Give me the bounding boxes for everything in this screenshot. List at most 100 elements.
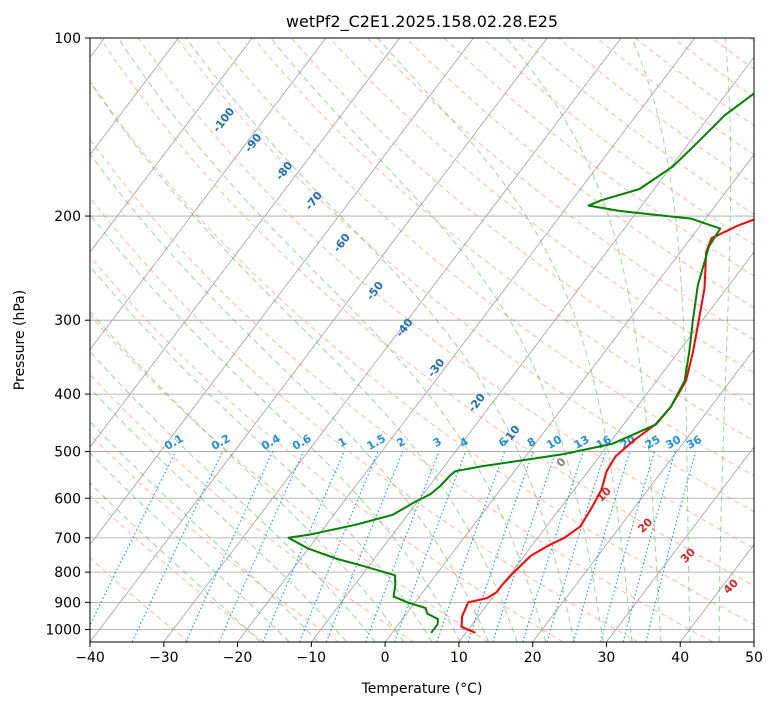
dry-adiabat-label: -30 [425,356,448,380]
y-tick-label: 800 [54,565,81,581]
dry-adiabat-line [558,38,754,185]
moist-adiabat-line [376,38,633,642]
y-tick-label: 1000 [45,622,81,638]
mixing-ratio-label: 0.1 [162,432,185,453]
dry-adiabat-line [290,38,754,408]
y-tick-label: 500 [54,444,81,460]
moist-adiabat-line [90,452,290,642]
isotherm-line [384,154,754,642]
y-tick-label: 900 [54,595,81,611]
y-tick-label: 300 [54,313,81,329]
mixing-ratio-line [622,451,676,642]
chart-title: wetPf2_C2E1.2025.158.02.28.E25 [286,12,558,32]
mixing-ratio-line [394,451,467,642]
dry-adiabat-line [90,138,713,642]
y-axis-label: Pressure (hPa) [12,290,28,390]
moist-adiabat-line [90,482,261,642]
mixing-ratio-label: 20 [618,433,638,452]
mixing-ratio-line [90,451,177,627]
mixing-ratio-line [467,451,534,642]
mixing-ratio-line [299,451,379,642]
mixing-ratio-label: 0.2 [209,432,232,453]
moist-adiabat-line [631,38,691,642]
moist-adiabat-line [90,80,518,642]
dry-adiabat-line [90,197,639,642]
mixing-ratio-label: 16 [594,433,614,452]
mixing-ratio-line [365,451,440,642]
y-tick-label: 400 [54,387,81,403]
mixing-ratio-line [645,451,697,642]
x-tick-label: 30 [598,650,616,666]
mixing-ratio-line [600,451,656,642]
moist-adiabat-line [90,387,348,642]
dry-adiabat-line [711,38,754,70]
dewpoint-profile-line [287,92,754,634]
mixing-ratio-label: 1.5 [365,432,388,453]
isotherm-line [90,38,327,351]
plot-frame [89,37,755,643]
y-axis: 100 200 300 400 500 600 700 800 900 1000 [45,31,90,638]
moist-adiabat-line [90,153,490,642]
dry-adiabat-line [214,38,754,477]
moist-adiabat-line [90,350,376,642]
dry-adiabat-line [482,38,754,246]
x-tick-label: −30 [149,650,179,666]
dry-adiabat-label: -60 [331,231,354,255]
mixing-ratio-line [436,451,506,642]
isotherm-line [90,38,548,642]
background-lines [90,38,754,642]
mixing-ratio-line [218,451,305,642]
mixing-ratio-label: 0.4 [259,432,283,453]
dry-adiabat-label: -80 [273,159,296,183]
mixing-ratio-line [522,451,584,642]
dry-adiabat-line [443,38,754,277]
dry-adiabat-line [329,38,754,374]
x-tick-label: 0 [381,650,390,666]
isotherm-line [458,251,754,642]
mixing-ratio-label: 30 [663,433,683,452]
mixing-ratio-line [131,451,224,642]
moist-adiabat-line [185,38,575,642]
dry-adiabat-label: -50 [364,279,387,303]
mixing-ratio-label: 3 [431,435,444,450]
isotherm-line [90,38,474,546]
moist-adiabat-line [270,38,604,642]
dry-adiabat-line [520,38,754,215]
dry-adiabat-line [99,38,754,587]
mixing-ratio-line [325,451,404,642]
mixing-ratio-line [492,451,557,642]
y-tick-label: 100 [54,31,81,47]
dry-adiabat-line [90,314,489,642]
isotherm-line [90,38,400,448]
dry-adiabat-label: -100 [210,105,237,135]
dry-adiabat-line [90,80,754,626]
isotherm-line [753,641,754,642]
mixing-ratio-line [572,451,631,642]
dry-adiabat-line [137,38,754,549]
dry-adiabat-line [90,373,414,642]
profiles [287,92,754,634]
x-tick-label: −40 [75,650,105,666]
moist-adiabat-line [505,38,662,642]
x-tick-label: 50 [745,650,763,666]
isotherm-line [90,38,253,253]
y-tick-label: 600 [54,491,81,507]
x-tick-label: 20 [524,650,542,666]
isotherm-line [532,348,754,642]
moist-adiabat-label: 10 [594,484,614,504]
dry-adiabat-label: -40 [393,316,416,340]
isotherm-line [90,38,179,156]
mixing-ratio-line [262,451,345,642]
dry-adiabat-line [367,38,754,341]
x-tick-label: −10 [297,650,327,666]
moist-adiabat-label: 0 [554,455,569,470]
moist-adiabat-line [117,38,547,642]
moist-adiabat-label: 30 [678,545,698,565]
x-tick-label: −20 [223,650,253,666]
mixing-ratio-label: 25 [643,433,663,452]
dry-adiabat-label: -90 [242,131,265,155]
y-tick-label: 700 [54,531,81,547]
isotherm-line [163,38,622,642]
dry-adiabat-label: -70 [303,189,326,213]
x-tick-label: 10 [450,650,468,666]
